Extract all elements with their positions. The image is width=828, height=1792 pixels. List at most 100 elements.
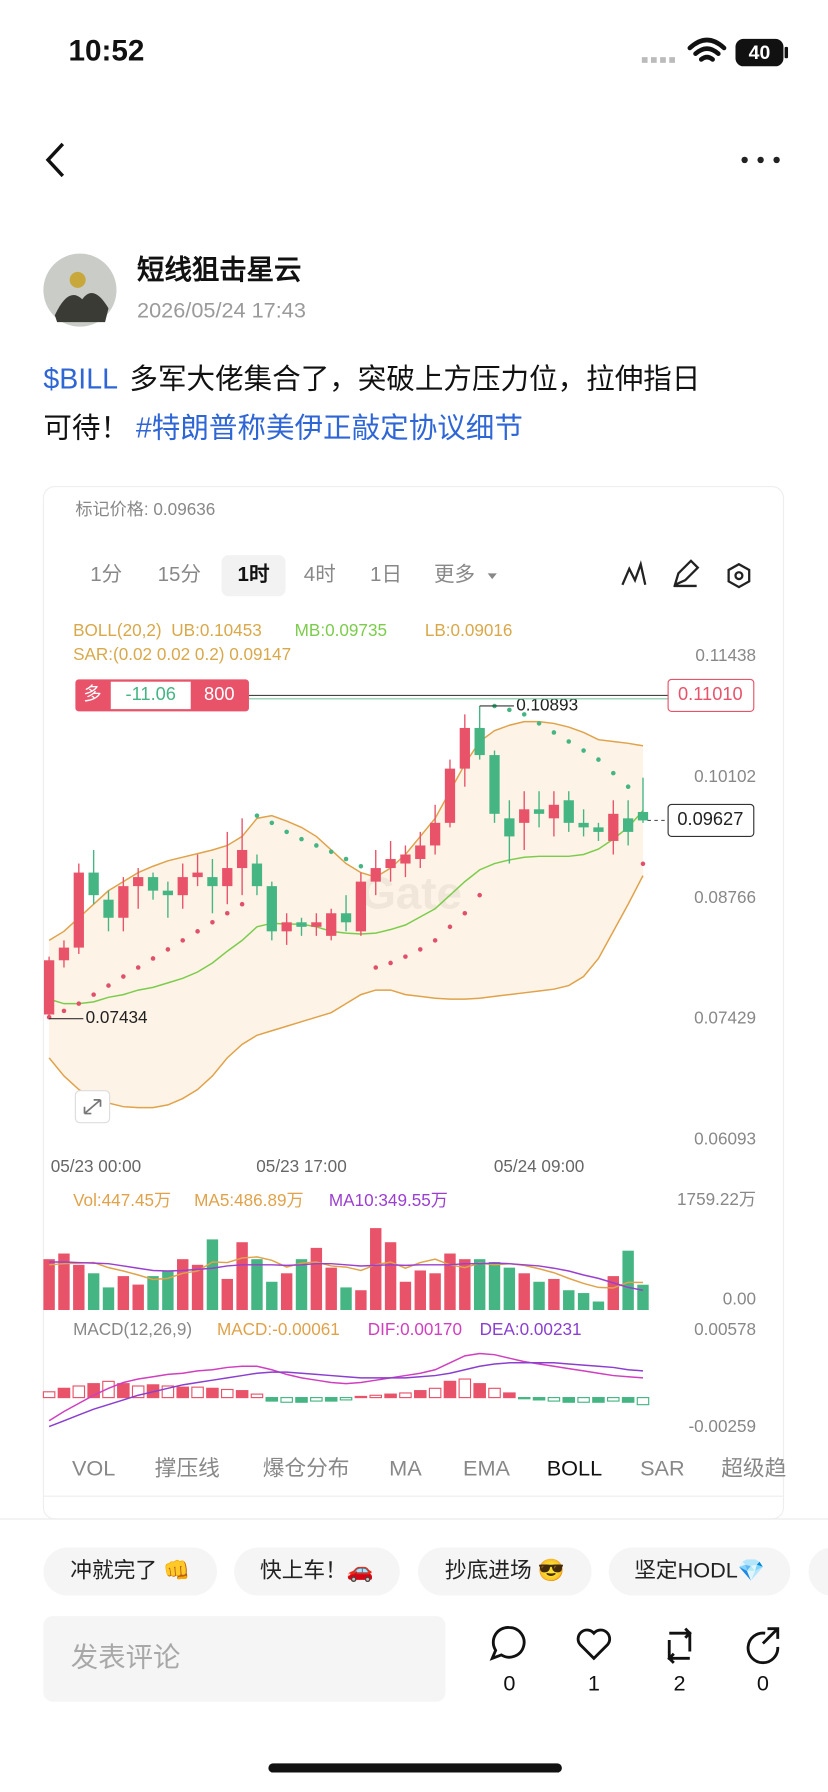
indicator-tabs: VOL 撑压线 爆仓分布 MA EMA BOLL SAR 超级趋 <box>72 1456 786 1481</box>
volume-bar <box>518 1273 530 1310</box>
quick-reply-chip[interactable] <box>43 1547 217 1596</box>
macd-bar <box>414 1390 427 1399</box>
candle-body <box>370 868 381 882</box>
candle-body <box>459 727 470 769</box>
quick-reply-text: 抄底进场 😎 <box>445 1557 565 1582</box>
hashtag[interactable]: #特朗普称美伊正敲定协议细节 <box>136 412 523 444</box>
macd-bar <box>176 1386 190 1399</box>
indicator-tab[interactable]: 超级趋 <box>721 1456 786 1481</box>
back-button[interactable] <box>45 142 65 178</box>
settings-icon[interactable] <box>727 562 751 589</box>
volume-bar <box>280 1273 293 1310</box>
ma10-line <box>49 1261 644 1291</box>
sar-dot <box>611 770 616 776</box>
expand-icon <box>83 1099 102 1115</box>
candle-body <box>236 849 248 869</box>
high-marker-label: 0.10893 <box>516 695 578 715</box>
y-tick-label: 0.06093 <box>694 1128 756 1148</box>
indicator-tab[interactable]: BOLL <box>547 1456 602 1481</box>
indicator-icon[interactable] <box>621 560 647 586</box>
volume-bar <box>117 1276 130 1310</box>
share-icon[interactable] <box>746 1627 780 1665</box>
volume-bar <box>459 1259 471 1310</box>
macd-bar <box>339 1397 353 1401</box>
timeframe[interactable]: 更多 <box>434 563 475 586</box>
indicator-tab[interactable]: EMA <box>463 1456 511 1481</box>
sar-dot <box>106 983 111 988</box>
battery-level: 40 <box>749 42 771 64</box>
volume-bar <box>221 1278 233 1310</box>
volume-bar <box>355 1290 367 1310</box>
sar-dot <box>625 784 631 789</box>
boll-legend: BOLL(20,2) <box>73 620 162 640</box>
volume-bar <box>637 1284 649 1310</box>
indicator-tab[interactable]: 撑压线 <box>155 1456 220 1481</box>
action-count: 0 <box>757 1670 769 1695</box>
volume-bar <box>414 1270 426 1310</box>
volume-bar <box>251 1259 263 1310</box>
indicator-tab[interactable]: MA <box>389 1456 422 1481</box>
comment-icon[interactable] <box>489 1626 526 1661</box>
quick-reply-chip[interactable] <box>234 1547 400 1596</box>
position-price-box <box>667 678 755 712</box>
dropdown-caret <box>487 573 497 580</box>
macd-legend: DEA:0.00231 <box>480 1319 582 1339</box>
cashtag[interactable]: $BILL <box>43 363 118 395</box>
volume-bar <box>622 1250 634 1310</box>
y-tick-label: 0.08766 <box>694 887 756 907</box>
macd-bar <box>532 1397 546 1401</box>
sar-dot <box>507 707 512 713</box>
macd-bar <box>220 1388 234 1399</box>
macd-bar <box>280 1397 293 1403</box>
x-tick-label: 05/23 17:00 <box>256 1156 346 1176</box>
timeframe[interactable]: 4时 <box>304 563 336 586</box>
macd-tick-label: 0.00578 <box>694 1319 756 1339</box>
author-name[interactable]: 短线狙击星云 <box>137 254 301 285</box>
candle-body <box>519 809 530 823</box>
boll-legend: UB:0.10453 <box>171 620 261 640</box>
macd-bar <box>354 1395 368 1399</box>
action-counts: 0 1 2 0 <box>503 1670 769 1695</box>
quick-reply-chip[interactable] <box>417 1547 592 1596</box>
macd-tick-label: -0.00259 <box>688 1416 756 1436</box>
x-tick-label: 05/23 00:00 <box>51 1156 141 1176</box>
timeframe[interactable]: 1分 <box>90 563 122 586</box>
candle-body <box>608 813 619 841</box>
post-text-line: $BILL 多军大佬集合了，突破上方压力位，拉伸指日 <box>43 363 700 395</box>
macd-bar <box>310 1397 323 1402</box>
macd-bar <box>443 1380 457 1399</box>
macd-bar <box>131 1385 145 1399</box>
candle-body <box>73 872 84 948</box>
candle-body <box>444 768 456 823</box>
volume-bar <box>325 1267 337 1310</box>
timeframe[interactable]: 1日 <box>370 563 402 586</box>
quick-reply-chip[interactable] <box>608 1547 791 1596</box>
battery-icon <box>735 38 784 67</box>
candle-body <box>58 947 70 961</box>
position-pnl: -11.06 <box>126 683 176 704</box>
y-tick-label: 0.10102 <box>694 766 756 786</box>
timeframe[interactable]: 1时 <box>238 563 270 586</box>
volume-bar <box>43 1259 55 1310</box>
candle-body <box>593 827 604 832</box>
timeframe[interactable]: 15分 <box>158 563 201 586</box>
like-icon[interactable] <box>576 1628 612 1661</box>
indicator-tab[interactable]: SAR <box>640 1456 685 1481</box>
candle-body <box>251 863 263 887</box>
macd-bar <box>547 1397 561 1402</box>
macd-bar <box>206 1387 219 1399</box>
volume-bar <box>384 1242 397 1310</box>
macd-bar <box>384 1393 397 1399</box>
macd-bar <box>295 1397 308 1403</box>
indicator-tab[interactable]: 爆仓分布 <box>263 1456 350 1481</box>
comment-input[interactable] <box>43 1616 446 1702</box>
sar-dot <box>210 920 215 925</box>
repost-icon[interactable] <box>667 1627 692 1664</box>
more-button[interactable] <box>741 156 780 164</box>
quick-reply-text: 快上车！🚗 <box>260 1557 374 1582</box>
macd-bar <box>488 1387 501 1399</box>
indicator-tab[interactable]: VOL <box>72 1456 115 1481</box>
draw-icon[interactable] <box>673 559 700 588</box>
boll-mb-line <box>48 810 644 1005</box>
quick-reply-chip[interactable] <box>808 1547 828 1596</box>
